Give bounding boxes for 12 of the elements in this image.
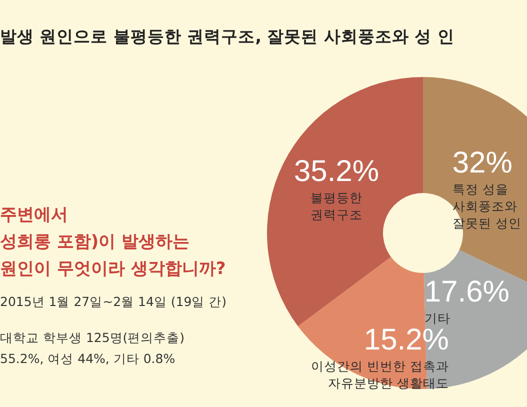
data-label: 15.2% — [364, 324, 449, 357]
data-label: 32% — [452, 146, 512, 180]
annotation: 55.2%, 여성 44%, 기타 0.8% — [0, 351, 176, 366]
category-label: 불평등한 권력구조 — [310, 190, 363, 222]
category-label: 기타 — [424, 310, 450, 326]
annotation: 대학교 학부생 125명(편의추출) — [0, 330, 185, 345]
title: 발생 원인으로 불평등한 권력구조, 잘못된 사회풍조와 성 인 — [0, 27, 454, 46]
annotation: 2015년 1월 27일~2월 14일 (19일 간) — [0, 294, 227, 309]
category-label: 이성간의 빈번한 접촉과 자유분방한 생활태도 — [311, 358, 449, 391]
subtitle: 주변에서 성희롱 포함)이 발생하는 원인이 무엇이라 생각합니까? — [0, 205, 226, 279]
data-label: 17.6% — [424, 276, 510, 309]
data-label: 35.2% — [294, 154, 380, 188]
